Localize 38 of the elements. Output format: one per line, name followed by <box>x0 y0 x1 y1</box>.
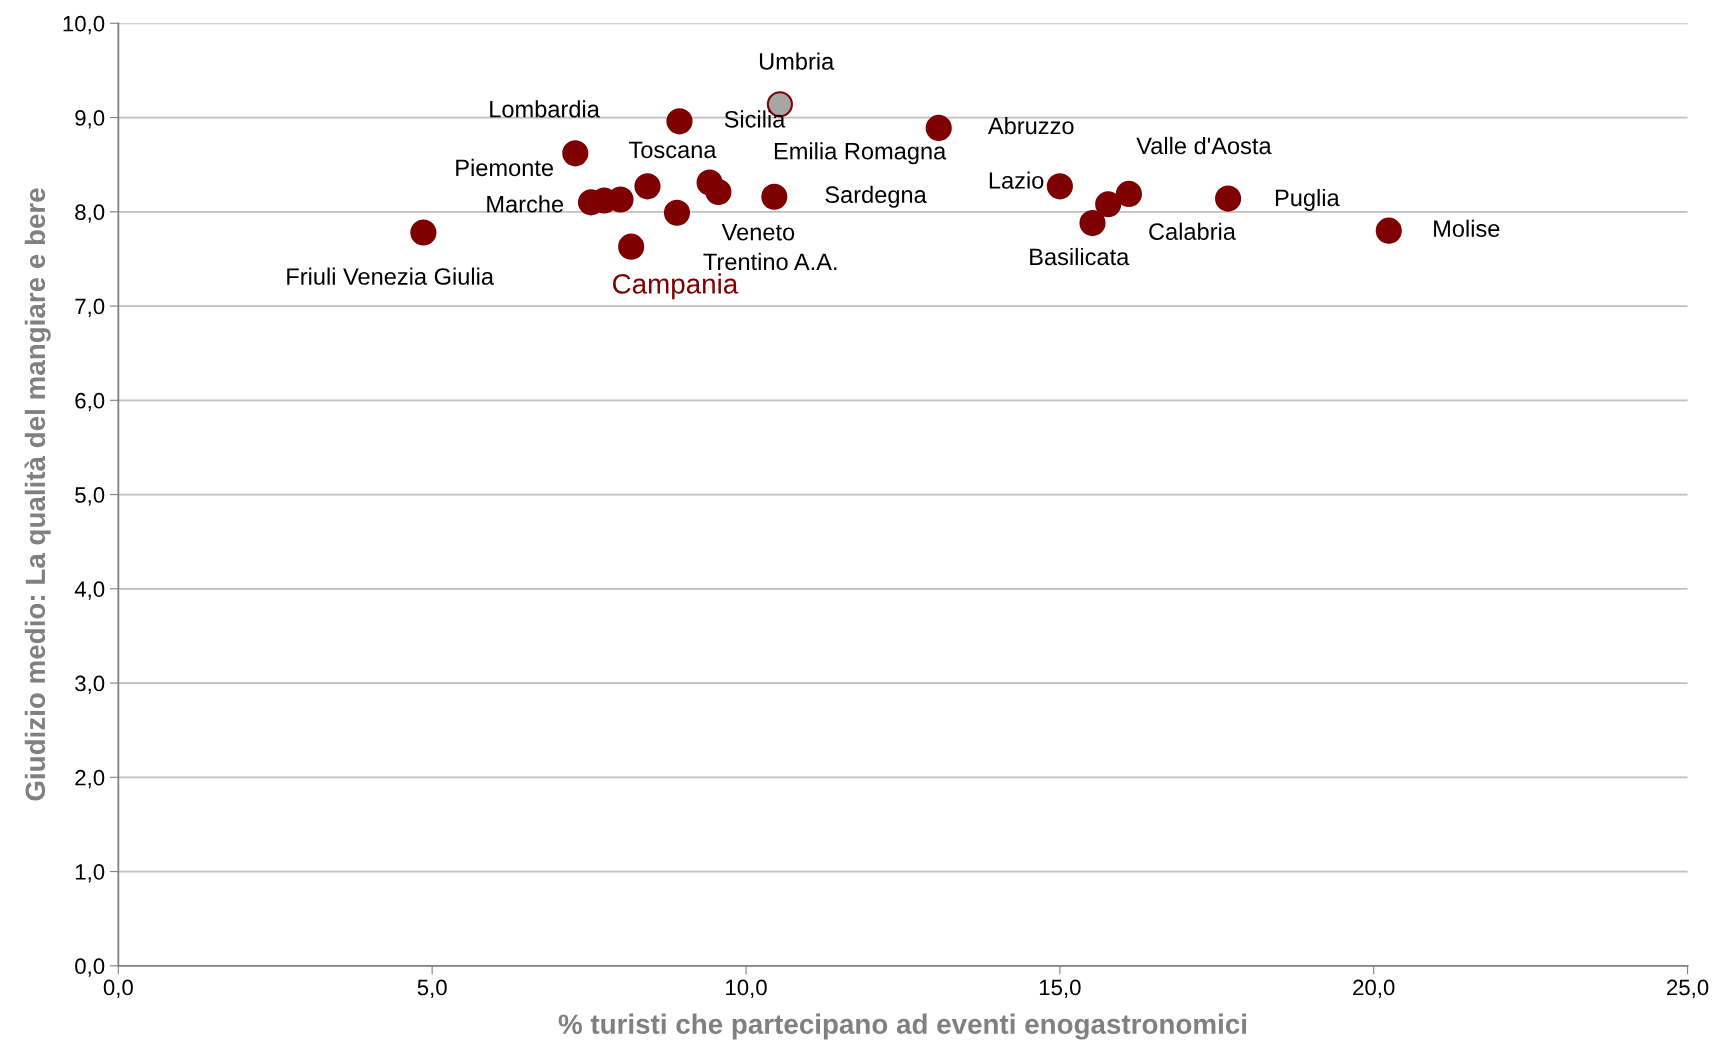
annotation: Valle d'Aosta <box>1136 136 1272 155</box>
annotation: Piemonte <box>456 158 553 177</box>
x-tick-label: 10,0 <box>726 979 767 998</box>
annotation: Lazio <box>989 171 1044 189</box>
annotation: Basilicata <box>1030 247 1130 266</box>
y-tick-label: 6,0 <box>75 392 105 412</box>
y-tick-label: 1,0 <box>75 864 105 883</box>
annotation: Toscana <box>629 141 717 159</box>
annotation: Campania <box>613 273 739 300</box>
x-tick-label: 0,0 <box>103 979 133 998</box>
annotation: Umbria <box>759 52 835 70</box>
annotation: Molise <box>1434 219 1500 237</box>
annotation: Trentino A.A. <box>703 252 837 271</box>
y-tick-label: 7,0 <box>75 298 105 317</box>
y-tick-label: 3,0 <box>75 675 105 694</box>
annotation: Marche <box>487 195 564 213</box>
y-axis-title: Giudizio medio: La qualità del mangiare e bere <box>24 188 51 801</box>
annotation: Abruzzo <box>987 116 1074 135</box>
x-tick-label: 5,0 <box>417 979 447 998</box>
x-axis-title: % turisti che partecipano ad eventi enogastronomici <box>558 1013 1246 1040</box>
y-tick-label: 8,0 <box>75 204 105 223</box>
annotation: Friuli Venezia Giulia <box>287 267 494 285</box>
annotation: Lombardia <box>490 100 600 118</box>
y-tick-label: 5,0 <box>75 487 105 506</box>
x-tick-label: 25,0 <box>1667 979 1709 998</box>
x-tick-label: 20,0 <box>1353 979 1395 998</box>
annotation: Emilia Romagna <box>774 142 947 165</box>
annotation: Sardegna <box>825 185 927 208</box>
y-tick-label: 4,0 <box>74 581 105 600</box>
annotation: Veneto <box>721 224 795 241</box>
y-tick-label: 9,0 <box>75 110 105 129</box>
annotation: Sicilia <box>724 110 786 128</box>
y-tick-label: 2,0 <box>75 769 105 789</box>
annotation: Calabria <box>1149 222 1236 240</box>
x-tick-label: 15,0 <box>1039 979 1081 998</box>
annotation: Puglia <box>1275 188 1340 211</box>
y-tick-label: 0,0 <box>75 958 105 977</box>
y-tick-label: 10,0 <box>63 15 105 35</box>
